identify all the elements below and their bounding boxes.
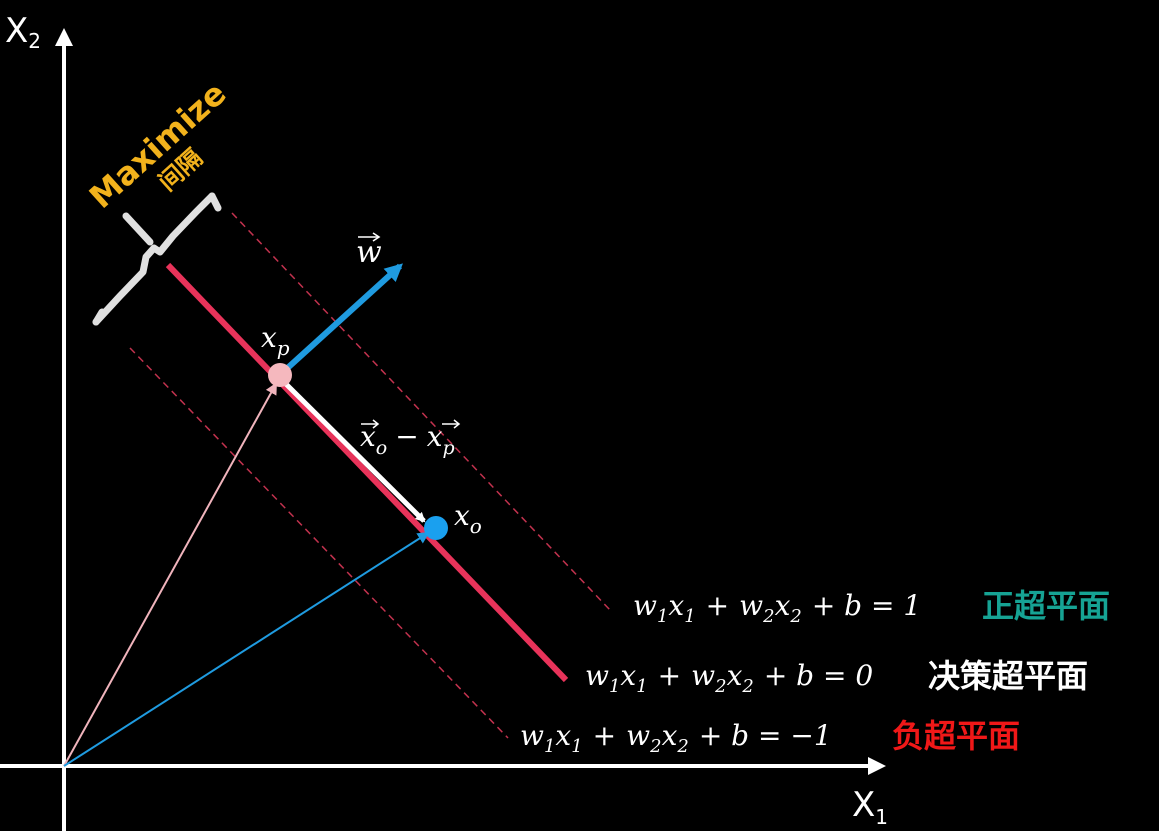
xp-label: xp [261,321,290,360]
svg-text:w1x1+w2x2+ b = 1: w1x1 + w2x2 + b = 1 [633,589,921,627]
negative-hyperplane-equation: w1x1 + w2x2 + b = −1 负超平面 [520,717,1020,757]
margin-brace-ends [92,192,222,326]
xo-label: xo [454,499,482,538]
positive-hyperplane-line [231,212,611,611]
positive-hyperplane-name: 正超平面 [982,587,1110,625]
w-label: w [356,232,382,270]
margin-brace [92,192,216,326]
x-axis-label: X1 [852,785,888,829]
decision-hyperplane-line [165,262,569,683]
svg-text:xo−xp: xo − xp [360,420,455,459]
xo-point [424,516,448,540]
positive-hyperplane-equation: w1x1 + w2x2 + b = 1 正超平面 [633,587,1110,627]
svg-text:w1x1+w2x2+ b = 0: w1x1 + w2x2 + b = 0 [585,659,873,697]
y-axis-label: X2 [5,11,41,53]
difference-vector [284,382,426,523]
w-normal-vector [279,263,403,376]
xp-position-vector [63,382,277,767]
svg-text:w: w [356,235,382,270]
svg-text:w1x1+w2x2+ b = −1: w1x1 + w2x2 + b = −1 [520,719,832,757]
difference-label: xo − xp [360,419,461,459]
xo-position-vector [63,531,430,767]
negative-hyperplane-line [129,347,509,739]
decision-hyperplane-name: 决策超平面 [928,657,1088,695]
xp-point [268,363,292,387]
decision-hyperplane-equation: w1x1 + w2x2 + b = 0 决策超平面 [585,657,1088,697]
negative-hyperplane-name: 负超平面 [892,717,1020,755]
